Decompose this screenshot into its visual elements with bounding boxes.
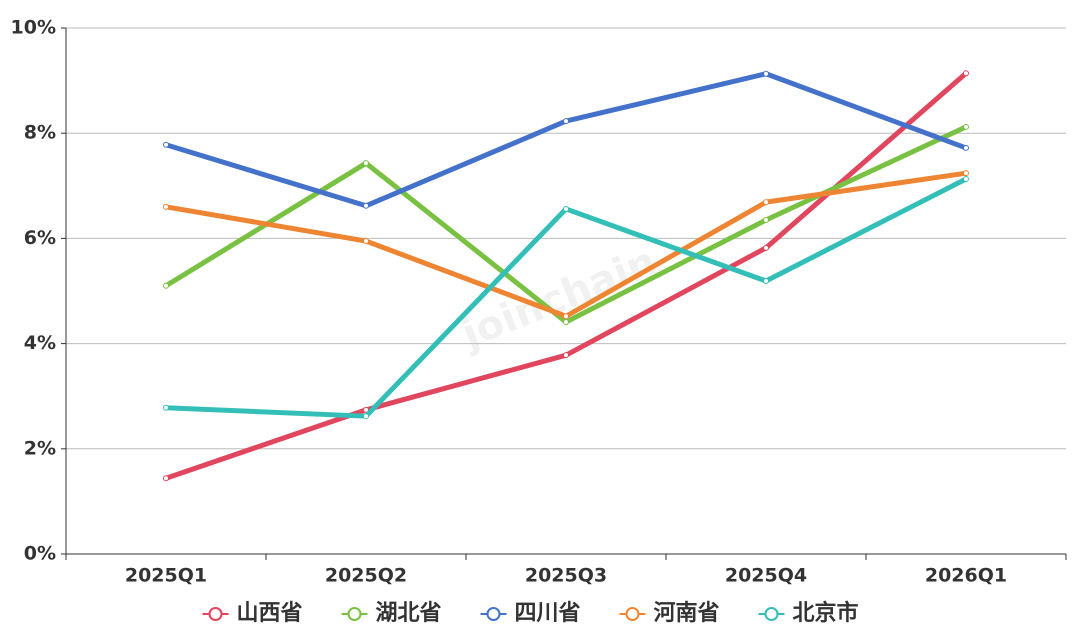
point: [363, 238, 369, 245]
point: [363, 406, 369, 413]
legend-icon: [208, 607, 223, 621]
point: [763, 199, 769, 206]
x-tick-label: 2025Q4: [725, 565, 807, 587]
point: [163, 141, 169, 148]
series-line: [165, 71, 967, 209]
point: [363, 160, 369, 167]
point: [563, 313, 569, 320]
point: [563, 205, 569, 212]
point: [963, 170, 969, 177]
point: [563, 118, 569, 125]
legend-label: 湖北省: [376, 601, 442, 626]
point: [163, 475, 169, 482]
point: [163, 282, 169, 289]
point: [963, 123, 969, 130]
point: [963, 70, 969, 77]
x-tick-label: 2026Q1: [925, 565, 1007, 587]
legend-label: 河南省: [654, 601, 720, 626]
y-tick-label: 6%: [24, 227, 56, 249]
point: [963, 175, 969, 182]
point: [763, 244, 769, 251]
point: [163, 404, 169, 411]
point: [363, 202, 369, 209]
point: [363, 413, 369, 420]
y-tick-label: 10%: [11, 17, 56, 39]
y-tick-label: 8%: [24, 122, 56, 144]
y-tick-label: 2%: [24, 437, 56, 459]
legend-icon: [486, 607, 501, 621]
x-tick-label: 2025Q2: [325, 565, 407, 587]
legend-label: 四川省: [515, 601, 581, 626]
legend-icon: [764, 607, 779, 621]
y-tick-label: 0%: [24, 543, 56, 565]
point: [763, 70, 769, 77]
legend-label: 山西省: [237, 601, 303, 626]
point: [963, 144, 969, 151]
point: [763, 278, 769, 285]
point: [563, 352, 569, 359]
y-tick-label: 4%: [24, 332, 56, 354]
point: [763, 216, 769, 223]
x-tick-label: 2025Q3: [525, 565, 607, 587]
legend-icon: [347, 607, 362, 621]
point: [563, 319, 569, 326]
point: [163, 203, 169, 210]
legend-label: 北京市: [793, 600, 859, 626]
x-tick-label: 2025Q1: [125, 565, 207, 587]
legend-icon: [625, 607, 640, 621]
